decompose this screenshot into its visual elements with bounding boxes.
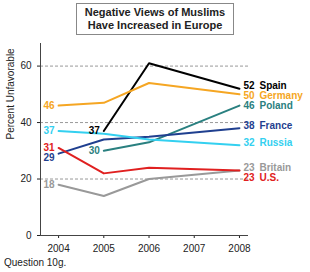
svg-text:France: France xyxy=(259,120,292,131)
svg-text:38: 38 xyxy=(243,120,255,131)
svg-text:37: 37 xyxy=(89,125,101,136)
svg-text:30: 30 xyxy=(89,145,101,156)
svg-text:2007: 2007 xyxy=(183,243,206,254)
svg-text:Britain: Britain xyxy=(259,162,292,174)
svg-text:23: 23 xyxy=(243,172,255,183)
svg-text:0: 0 xyxy=(26,230,32,241)
svg-text:46: 46 xyxy=(243,100,255,111)
svg-text:Spain: Spain xyxy=(259,80,287,92)
svg-text:37: 37 xyxy=(43,125,55,136)
svg-text:23: 23 xyxy=(243,162,255,174)
svg-text:U.S.: U.S. xyxy=(259,172,279,183)
svg-text:2006: 2006 xyxy=(138,243,161,254)
svg-text:2005: 2005 xyxy=(93,243,116,254)
svg-text:32: 32 xyxy=(243,137,255,148)
svg-text:Russia: Russia xyxy=(259,137,292,148)
svg-text:2004: 2004 xyxy=(47,243,70,254)
svg-text:2008: 2008 xyxy=(228,243,251,254)
svg-text:Poland: Poland xyxy=(259,100,292,111)
svg-text:60: 60 xyxy=(20,60,32,71)
svg-text:31: 31 xyxy=(43,142,55,153)
svg-text:Germany: Germany xyxy=(259,90,303,102)
html-text:Question 10g.: Question 10g. xyxy=(4,257,67,268)
svg-text:Percent Unfavorable: Percent Unfavorable xyxy=(5,48,16,140)
svg-text:29: 29 xyxy=(43,152,55,163)
svg-text:40: 40 xyxy=(20,117,32,128)
svg-text:50: 50 xyxy=(243,90,255,102)
html-text:Negative Views of Muslims Have: Negative Views of Muslims Have Increased… xyxy=(84,6,226,31)
svg-text:52: 52 xyxy=(243,80,255,92)
svg-text:20: 20 xyxy=(20,173,32,184)
svg-text:46: 46 xyxy=(43,100,55,111)
svg-text:18: 18 xyxy=(43,179,55,190)
